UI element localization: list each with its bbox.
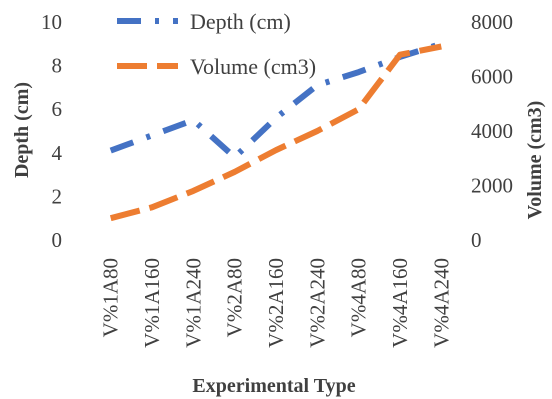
x-tick-label: V%4A240 bbox=[429, 258, 453, 348]
series-line-depth bbox=[109, 40, 443, 161]
y2-tick-label: 6000 bbox=[471, 65, 513, 89]
legend-label-depth: Depth (cm) bbox=[190, 9, 291, 34]
x-tick-label: V%2A240 bbox=[305, 258, 329, 348]
y2-tick-label: 8000 bbox=[471, 10, 513, 34]
x-axis-ticks: V%1A80 V%1A160 V%1A240 V%2A80 V%2A160 V%2A240… bbox=[99, 258, 454, 348]
x-tick-label: V%2A160 bbox=[264, 258, 288, 348]
x-tick-label: V%1A80 bbox=[99, 258, 123, 337]
y-tick-label: 2 bbox=[52, 184, 63, 208]
x-tick-label: V%4A80 bbox=[347, 258, 371, 337]
y2-tick-label: 4000 bbox=[471, 119, 513, 143]
y2-tick-label: 0 bbox=[471, 228, 482, 252]
left-axis-ticks: 0 2 4 6 8 10 bbox=[41, 10, 63, 252]
x-tick-label: V%4A160 bbox=[388, 258, 412, 348]
x-tick-label: V%1A160 bbox=[140, 258, 164, 348]
series-line-volume bbox=[109, 43, 442, 222]
plot-area bbox=[109, 40, 443, 222]
y2-axis-title: Volume (cm3) bbox=[524, 101, 546, 220]
x-axis-title: Experimental Type bbox=[192, 375, 355, 397]
y2-tick-label: 2000 bbox=[471, 174, 513, 198]
y-tick-label: 8 bbox=[52, 54, 63, 78]
y-axis-title: Depth (cm) bbox=[11, 82, 33, 178]
y-tick-label: 0 bbox=[52, 228, 63, 252]
y-tick-label: 10 bbox=[41, 10, 62, 34]
legend: Depth (cm) Volume (cm3) bbox=[117, 9, 316, 79]
y-tick-label: 6 bbox=[52, 97, 63, 121]
right-axis-ticks: 0 2000 4000 6000 8000 bbox=[471, 10, 513, 252]
y-tick-label: 4 bbox=[52, 141, 63, 165]
x-tick-label: V%1A240 bbox=[181, 258, 205, 348]
legend-label-volume: Volume (cm3) bbox=[190, 54, 316, 79]
x-tick-label: V%2A80 bbox=[223, 258, 247, 337]
